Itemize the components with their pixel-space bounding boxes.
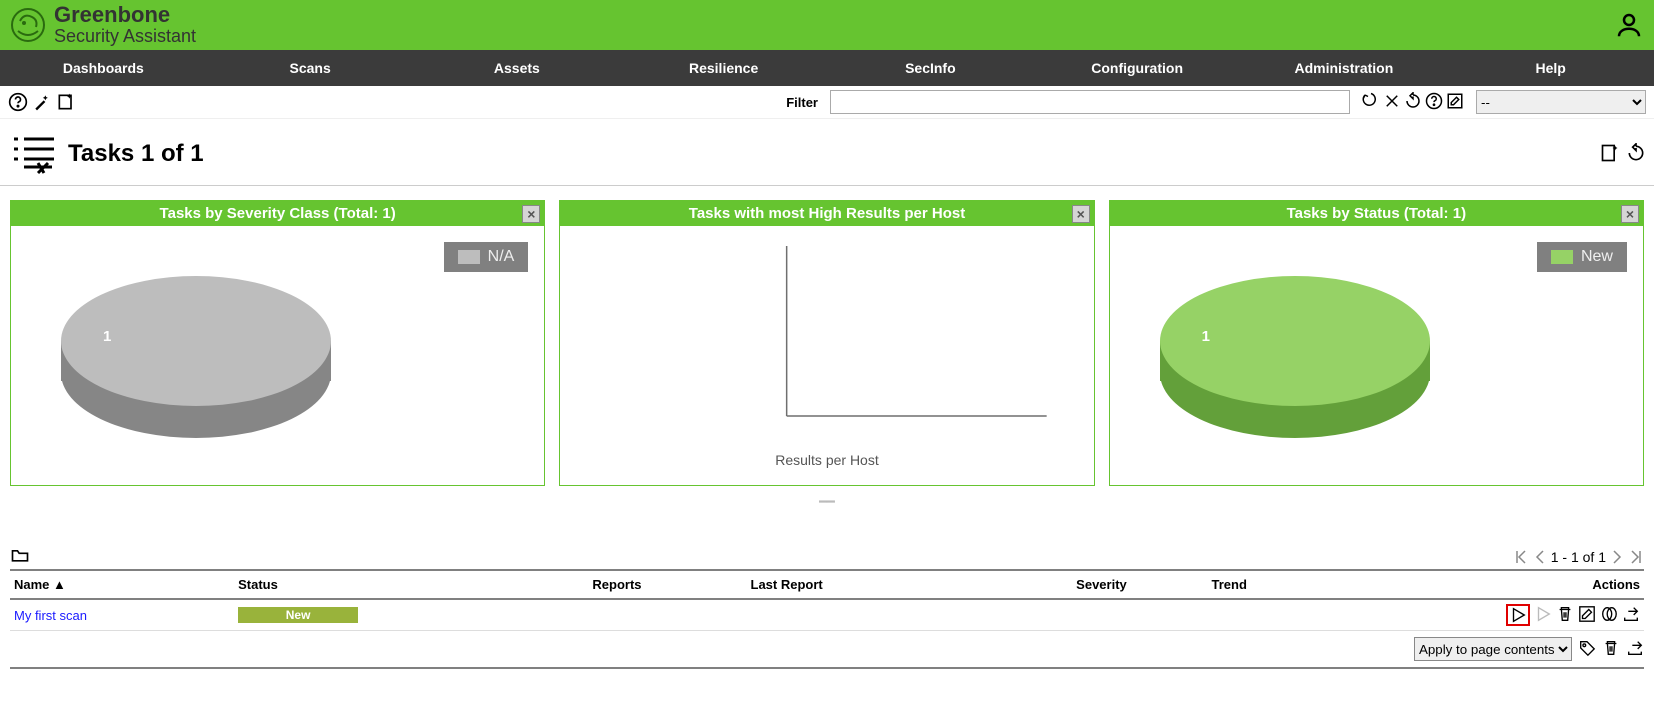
panel-severity-close-icon[interactable]: ×	[522, 205, 540, 223]
highresults-xlabel: Results per Host	[560, 452, 1093, 468]
page-title: Tasks 1 of 1	[68, 140, 204, 168]
panel-severity-title: Tasks by Severity Class (Total: 1)	[160, 205, 396, 222]
pager-text: 1 - 1 of 1	[1551, 549, 1606, 565]
legend-swatch-icon	[458, 250, 480, 264]
brand: Greenbone Security Assistant	[10, 3, 196, 47]
tasks-list-icon	[8, 129, 58, 179]
nav-resilience[interactable]: Resilience	[620, 60, 827, 76]
dashboard-panels: Tasks by Severity Class (Total: 1) × N/A…	[0, 186, 1654, 492]
apply-select[interactable]: Apply to page contents	[1414, 637, 1572, 661]
panel-status-title: Tasks by Status (Total: 1)	[1287, 205, 1466, 222]
filter-help-icon[interactable]	[1425, 92, 1443, 113]
new-task-icon[interactable]	[56, 92, 76, 112]
page-heading: Tasks 1 of 1	[0, 119, 1654, 186]
export-task-icon[interactable]	[1622, 605, 1640, 626]
legend-label: New	[1581, 248, 1613, 266]
pager-first-icon[interactable]	[1513, 549, 1529, 565]
filter-label: Filter	[786, 95, 818, 110]
bulk-delete-icon[interactable]	[1602, 639, 1620, 660]
panels-resize-handle[interactable]: ━━	[0, 492, 1654, 518]
brand-subtitle: Security Assistant	[54, 27, 196, 47]
user-icon[interactable]	[1614, 10, 1644, 40]
col-name[interactable]: Name ▲	[10, 570, 234, 599]
delete-task-icon[interactable]	[1556, 605, 1574, 626]
help-icon[interactable]	[8, 92, 28, 112]
main-nav: Dashboards Scans Assets Resilience SecIn…	[0, 50, 1654, 86]
nav-scans[interactable]: Scans	[207, 60, 414, 76]
task-name-link[interactable]: My first scan	[14, 608, 87, 623]
nav-configuration[interactable]: Configuration	[1034, 60, 1241, 76]
panel-status-close-icon[interactable]: ×	[1621, 205, 1639, 223]
bulk-export-icon[interactable]	[1626, 639, 1644, 660]
toolbar: Filter --	[0, 86, 1654, 119]
legend-swatch-icon	[1551, 250, 1573, 264]
status-pie-value: 1	[1202, 328, 1210, 345]
nav-secinfo[interactable]: SecInfo	[827, 60, 1034, 76]
status-badge: New	[238, 607, 358, 623]
panel-severity-legend[interactable]: N/A	[444, 242, 529, 272]
panel-status-legend[interactable]: New	[1537, 242, 1627, 272]
pager-last-icon[interactable]	[1628, 549, 1644, 565]
edit-task-icon[interactable]	[1578, 605, 1596, 626]
severity-pie-chart: 1	[61, 276, 331, 456]
nav-help[interactable]: Help	[1447, 60, 1654, 76]
nav-administration[interactable]: Administration	[1241, 60, 1448, 76]
app-header: Greenbone Security Assistant	[0, 0, 1654, 50]
col-reports[interactable]: Reports	[588, 570, 746, 599]
tasks-table: Name ▲ Status Reports Last Report Severi…	[10, 569, 1644, 631]
add-dashboard-icon[interactable]	[1600, 143, 1620, 166]
filter-apply-icon[interactable]	[1362, 92, 1380, 113]
filter-select[interactable]: --	[1476, 90, 1646, 114]
table-footer: Apply to page contents	[10, 631, 1644, 669]
filter-remove-icon[interactable]	[1383, 92, 1401, 113]
panel-highresults-title: Tasks with most High Results per Host	[689, 205, 965, 222]
highresults-chart	[570, 236, 1083, 436]
severity-pie-value: 1	[103, 328, 111, 345]
greenbone-logo-icon	[10, 7, 46, 43]
brand-title: Greenbone	[54, 3, 196, 27]
panel-highresults: Tasks with most High Results per Host × …	[559, 200, 1094, 486]
col-severity[interactable]: Severity	[969, 570, 1131, 599]
panel-status: Tasks by Status (Total: 1) × New 1	[1109, 200, 1644, 486]
filter-reset-icon[interactable]	[1404, 92, 1422, 113]
pager-prev-icon[interactable]	[1533, 549, 1547, 565]
pager: 1 - 1 of 1	[1513, 549, 1644, 565]
filter-edit-icon[interactable]	[1446, 92, 1464, 113]
resume-task-icon[interactable]	[1534, 605, 1552, 626]
col-trend[interactable]: Trend	[1131, 570, 1251, 599]
panel-severity: Tasks by Severity Class (Total: 1) × N/A…	[10, 200, 545, 486]
status-pie-chart: 1	[1160, 276, 1430, 456]
table-row: My first scan New	[10, 599, 1644, 631]
start-task-icon[interactable]	[1506, 604, 1530, 626]
clone-task-icon[interactable]	[1600, 605, 1618, 626]
nav-dashboards[interactable]: Dashboards	[0, 60, 207, 76]
folder-icon[interactable]	[10, 546, 30, 567]
pager-next-icon[interactable]	[1610, 549, 1624, 565]
col-status[interactable]: Status	[234, 570, 588, 599]
filter-input[interactable]	[830, 90, 1350, 114]
reset-dashboard-icon[interactable]	[1626, 143, 1646, 166]
tasks-table-area: 1 - 1 of 1 Name ▲ Status Reports Last Re…	[0, 518, 1654, 679]
bulk-tag-icon[interactable]	[1578, 639, 1596, 660]
panel-highresults-close-icon[interactable]: ×	[1072, 205, 1090, 223]
col-actions[interactable]: Actions	[1251, 570, 1644, 599]
legend-label: N/A	[488, 248, 515, 266]
nav-assets[interactable]: Assets	[414, 60, 621, 76]
col-lastreport[interactable]: Last Report	[747, 570, 969, 599]
wizard-icon[interactable]	[32, 92, 52, 112]
